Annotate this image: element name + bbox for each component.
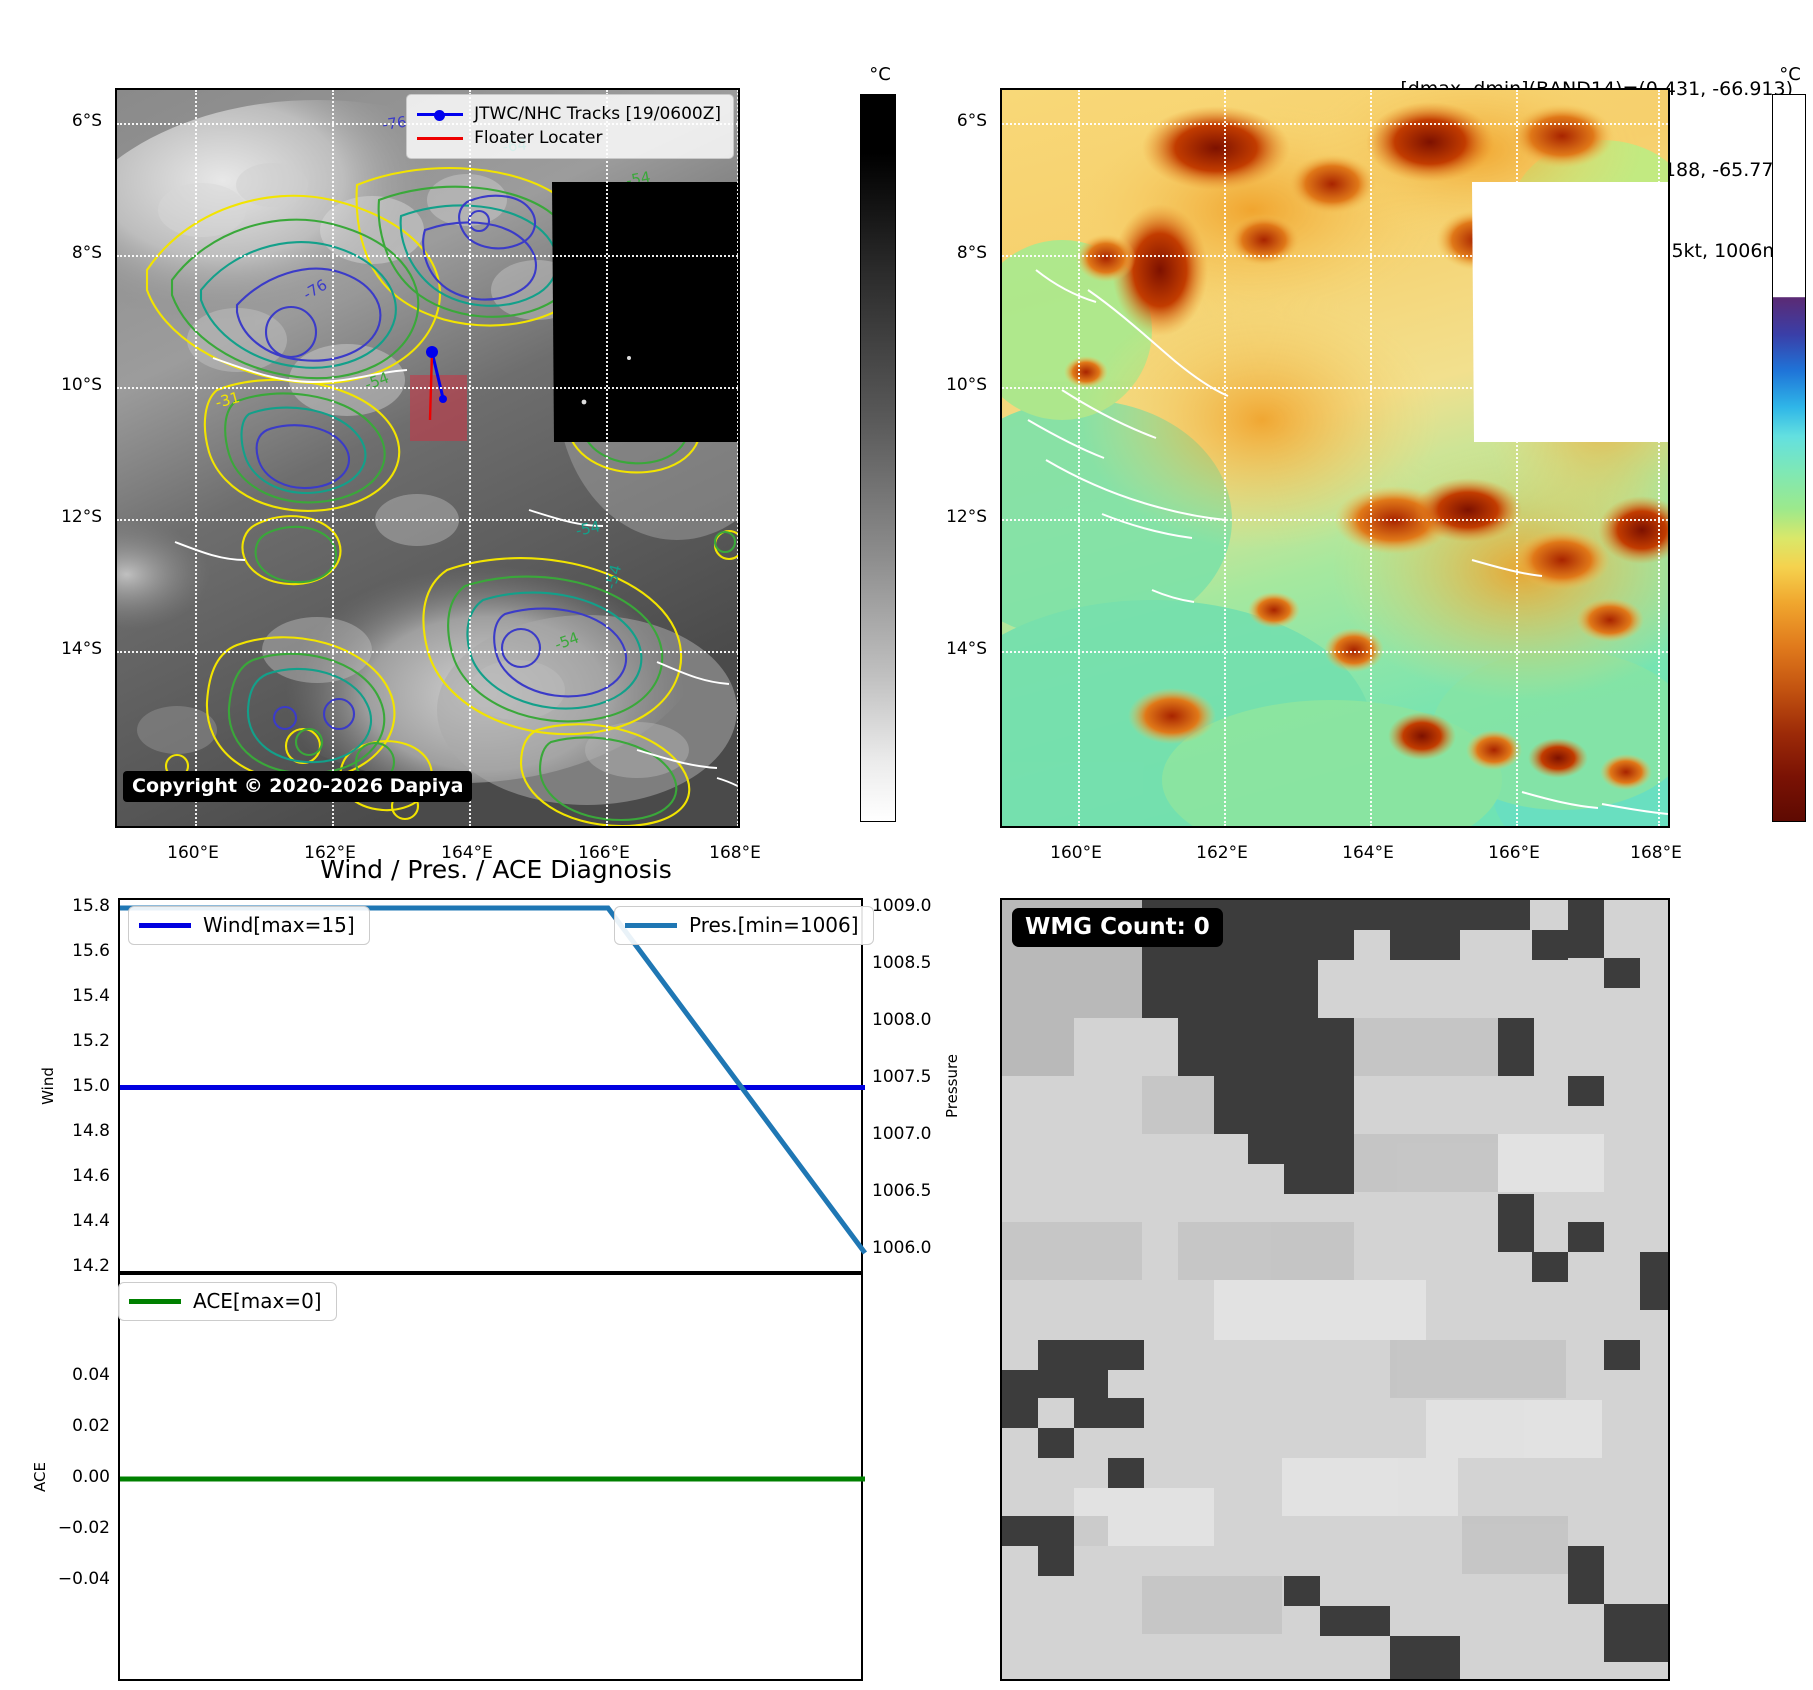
ir-lat-tick-2: 10°S — [61, 375, 102, 395]
ace-legend-swatch — [129, 1298, 181, 1304]
wmg-count-badge: WMG Count: 0 — [1012, 908, 1223, 947]
legend-label-track: JTWC/NHC Tracks [19/0600Z] — [474, 104, 721, 124]
wind-tick-4: 15.0 — [72, 1076, 110, 1096]
wind-tick-5: 14.8 — [72, 1121, 110, 1141]
wind-tick-7: 14.4 — [72, 1211, 110, 1231]
awv-no-data-region — [1472, 182, 1668, 442]
wind-legend-label: Wind[max=15] — [203, 913, 355, 937]
svg-text:-76: -76 — [381, 113, 408, 134]
ir-lon-tick-3: 166°E — [578, 843, 630, 863]
ir-lon-tick-0: 160°E — [167, 843, 219, 863]
legend-label-floater: Floater Locater — [474, 128, 603, 148]
pres-tick-2: 1008.0 — [872, 1010, 932, 1030]
ir-colorbar-title: °C — [869, 64, 891, 85]
awv-lat-tick-3: 12°S — [946, 507, 987, 527]
awv-lon-tick-0: 160°E — [1050, 843, 1102, 863]
copyright-notice: Copyright © 2020-2026 Dapiya — [123, 771, 473, 802]
ace-tick-1: 0.02 — [72, 1416, 110, 1436]
pressure-legend-swatch — [625, 922, 677, 928]
pres-tick-5: 1006.5 — [872, 1181, 932, 1201]
wmg-canvas — [1002, 900, 1668, 1679]
track-point-icon — [434, 109, 446, 121]
ir-lat-tick-4: 14°S — [61, 639, 102, 659]
ace-legend: ACE[max=0] — [118, 1282, 337, 1321]
ir-lon-tick-1: 162°E — [304, 843, 356, 863]
ace-tick-4: −0.04 — [57, 1569, 110, 1589]
wind-tick-1: 15.6 — [72, 941, 110, 961]
pressure-series-line — [120, 905, 868, 1255]
awv-lat-tick-1: 8°S — [956, 243, 987, 263]
pressure-legend-label: Pres.[min=1006] — [689, 913, 859, 937]
ir-lon-tick-4: 168°E — [709, 843, 761, 863]
ir-map-canvas: -76 -64 -54 -84 -76 -54 -31 -54 -54 -54 — [117, 90, 738, 826]
svg-text:-31: -31 — [213, 388, 241, 412]
wind-legend-swatch — [139, 922, 191, 928]
ir-floater-map[interactable]: -76 -64 -54 -84 -76 -54 -31 -54 -54 -54 — [115, 88, 740, 828]
legend-item-floater: Floater Locater — [417, 126, 721, 150]
no-data-region — [552, 182, 738, 442]
wind-pressure-axes[interactable] — [118, 898, 868, 1273]
awv-lon-tick-2: 164°E — [1342, 843, 1394, 863]
awv-colorbar — [1772, 94, 1806, 822]
svg-text:-54: -54 — [574, 517, 602, 540]
wind-tick-8: 14.2 — [72, 1256, 110, 1276]
ace-tick-3: −0.02 — [57, 1518, 110, 1538]
awv-lon-tick-4: 168°E — [1630, 843, 1682, 863]
pres-tick-3: 1007.5 — [872, 1067, 932, 1087]
legend-item-track: JTWC/NHC Tracks [19/0600Z] — [417, 102, 721, 126]
ir-colorbar — [860, 94, 896, 822]
ir-lat-tick-0: 6°S — [71, 111, 102, 131]
awv-lon-tick-1: 162°E — [1196, 843, 1248, 863]
pres-tick-0: 1009.0 — [872, 896, 932, 916]
pres-tick-1: 1008.5 — [872, 953, 932, 973]
wind-tick-3: 15.2 — [72, 1031, 110, 1051]
awv-lat-tick-4: 14°S — [946, 639, 987, 659]
awv-lat-tick-0: 6°S — [956, 111, 987, 131]
ace-axes[interactable] — [118, 1273, 865, 1681]
map-legend: JTWC/NHC Tracks [19/0600Z] Floater Locat… — [406, 94, 734, 159]
ir-lat-tick-3: 12°S — [61, 507, 102, 527]
ir-lon-tick-2: 164°E — [441, 843, 493, 863]
wmg-map[interactable]: WMG Count: 0 — [1000, 898, 1670, 1681]
ace-series — [120, 1476, 865, 1482]
jtwc-track — [426, 346, 447, 421]
awv-map-canvas — [1002, 90, 1668, 826]
temperature-contours — [145, 166, 738, 826]
track-line-icon — [417, 109, 464, 121]
wind-pressure-series — [120, 905, 868, 1255]
wind-tick-6: 14.6 — [72, 1166, 110, 1186]
floater-line-icon — [417, 136, 464, 140]
pressure-legend: Pres.[min=1006] — [614, 906, 874, 945]
wind-tick-2: 15.4 — [72, 986, 110, 1006]
ace-legend-label: ACE[max=0] — [193, 1289, 322, 1313]
ace-tick-0: 0.04 — [72, 1365, 110, 1385]
awv-lon-tick-3: 166°E — [1488, 843, 1540, 863]
awv-lat-tick-2: 10°S — [946, 375, 987, 395]
wind-legend: Wind[max=15] — [128, 906, 370, 945]
pres-tick-6: 1006.0 — [872, 1238, 932, 1258]
awv-map[interactable] — [1000, 88, 1670, 828]
diagnosis-title: Wind / Pres. / ACE Diagnosis — [320, 855, 672, 884]
awv-colorbar-title: °C — [1779, 64, 1801, 85]
wind-tick-0: 15.8 — [72, 896, 110, 916]
ace-tick-2: 0.00 — [72, 1467, 110, 1487]
pres-tick-4: 1007.0 — [872, 1124, 932, 1144]
floater-locater-box — [410, 375, 467, 441]
ir-lat-tick-1: 8°S — [71, 243, 102, 263]
